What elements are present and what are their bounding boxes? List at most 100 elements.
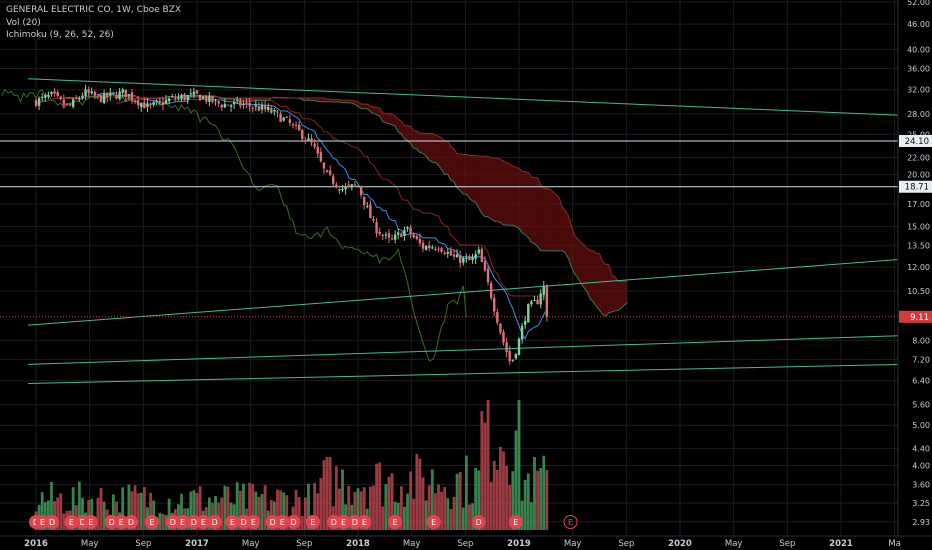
volume-bar (381, 506, 385, 530)
price-axis-background (898, 0, 932, 550)
cloud-segment (525, 171, 529, 238)
volume-bar (514, 430, 518, 530)
earnings-marker[interactable] (508, 515, 523, 529)
candle-body (186, 95, 189, 100)
cloud-segment (515, 167, 519, 229)
candle-body (437, 248, 440, 250)
earnings-marker[interactable] (426, 515, 441, 529)
cloud-segment (571, 226, 575, 274)
candle-body (133, 101, 137, 103)
symbol-legend[interactable]: GENERAL ELECTRIC CO, 1W, Cboe BZX (6, 5, 182, 15)
time-tick-label: 2018 (346, 539, 370, 549)
volume-bar (359, 491, 363, 530)
cloud-segment (317, 98, 321, 102)
cloud-segment (389, 113, 393, 125)
candle-body (248, 102, 251, 107)
candle-body (263, 105, 267, 110)
trendline (27, 335, 898, 365)
candle-body (217, 100, 220, 104)
chart-legend: GENERAL ELECTRIC CO, 1W, Cboe BZX Vol (2… (6, 4, 181, 42)
price-axis[interactable]: 52.00 46.00 40.00 36.00 32.00 28.00 25.00 22.00… (897, 0, 932, 550)
cloud-segment (608, 264, 612, 313)
candle-body (78, 98, 81, 100)
volume-bar (238, 490, 242, 530)
price-tick-label: 46.00 (907, 20, 930, 29)
dividend-marker[interactable] (123, 515, 138, 529)
candle-body (40, 96, 44, 99)
cloud-segment (469, 155, 473, 202)
volume-bar (300, 515, 304, 530)
candle-body (316, 146, 319, 154)
cloud-segment (506, 162, 510, 226)
candle-body (542, 285, 545, 295)
candle-body (285, 116, 288, 118)
candle-body (146, 103, 149, 107)
cloud-segment (457, 153, 461, 191)
time-tick-label: Sep (296, 539, 312, 549)
earnings-marker[interactable] (305, 515, 320, 529)
volume-legend[interactable]: Vol (20) (6, 17, 41, 28)
time-tick-label: Sep (135, 539, 151, 549)
cloud-segment (432, 133, 436, 163)
volume-bar (322, 460, 326, 530)
candle-body (301, 129, 304, 140)
cloud-segment (441, 137, 445, 175)
dividend-marker[interactable] (45, 515, 60, 529)
cloud-segment (361, 104, 365, 109)
candle-body (393, 234, 397, 240)
marker-label: E (69, 518, 74, 527)
cloud-segment (460, 153, 464, 195)
candle-body (511, 359, 515, 361)
volume-bar (406, 493, 409, 530)
volume-bar (334, 466, 338, 530)
candle-body (545, 285, 549, 317)
cloud-segment (584, 245, 588, 292)
volume-bar (121, 487, 125, 530)
candle-body (415, 236, 419, 240)
dividend-marker[interactable] (207, 515, 222, 529)
candle-body (335, 184, 338, 188)
volume-bar (50, 481, 53, 530)
volume-bar (56, 497, 60, 530)
marker-label: E (568, 518, 573, 527)
earnings-marker[interactable] (388, 515, 403, 529)
volume-bar (375, 463, 378, 530)
ichimoku-legend[interactable]: Ichimoku (9, 26, 52, 26) (6, 30, 114, 40)
cloud-segment (577, 238, 581, 284)
candle-body (267, 107, 270, 111)
candle-body (533, 300, 536, 302)
volume-bar (77, 481, 81, 530)
cloud-segment (531, 177, 535, 244)
time-axis[interactable]: 2016 May Sep 2017 May Sep 2018 May Sep 2019 May Sep… (0, 535, 932, 550)
dividend-marker[interactable] (471, 515, 486, 529)
time-tick-label: Sep (779, 539, 795, 549)
earnings-marker[interactable] (563, 515, 578, 529)
candle-body (446, 251, 449, 254)
candle-body (378, 231, 381, 235)
volume-bar (443, 487, 447, 530)
volume-bar (303, 497, 307, 530)
candle-body (310, 138, 313, 143)
candle-body (59, 96, 62, 99)
marker-label: E (251, 518, 256, 527)
time-axis-background (0, 536, 932, 550)
dividend-marker[interactable] (286, 515, 301, 529)
volume-bar (353, 492, 357, 530)
base-line (35, 95, 547, 297)
volume-bar (384, 484, 388, 530)
volume-bar (403, 506, 406, 530)
cloud-segment (599, 253, 603, 315)
candle-body (356, 185, 360, 187)
volume-bar (464, 455, 468, 530)
earnings-marker[interactable] (144, 515, 159, 529)
candle-body (183, 94, 186, 100)
earnings-marker[interactable] (357, 515, 372, 529)
earnings-marker[interactable] (246, 515, 261, 529)
cloud-segment (382, 112, 386, 123)
price-tick-label: 32.00 (907, 86, 930, 95)
marker-label: D (170, 518, 176, 527)
cloud-segment (537, 177, 541, 251)
cloud-segment (410, 126, 414, 149)
earnings-marker[interactable] (83, 515, 98, 529)
